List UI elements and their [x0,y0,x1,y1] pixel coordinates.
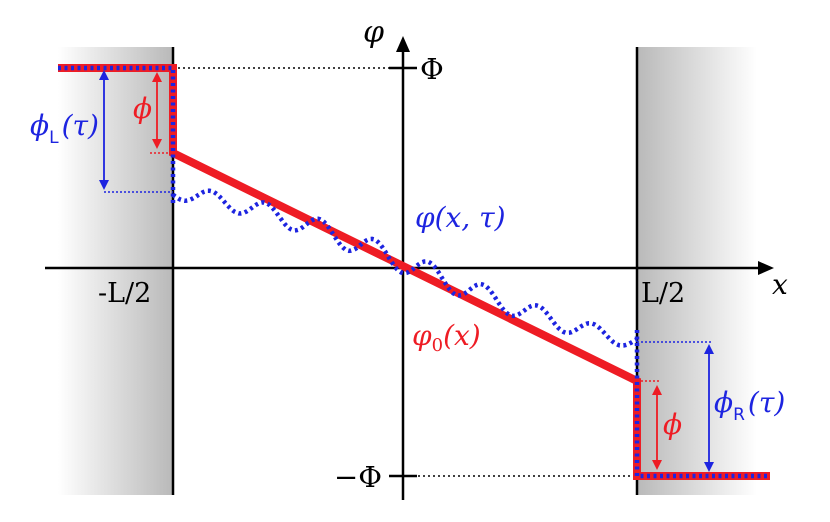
phiL-label: ϕL (τ) [30,109,99,148]
phiR-symbol: ϕ [714,386,733,419]
phiR-argument: (τ) [748,386,785,419]
phiR-label: ϕR (τ) [714,386,785,425]
phi-fluct-label: φ(x, τ) [415,201,506,234]
phi-right-plateau [634,330,770,479]
phi-right-double-arrow [652,385,662,470]
phiL-subscript: L [49,128,59,148]
phi-zero-argument: (x) [443,319,481,352]
phi0-profile [58,64,770,480]
phiR-subscript: R [733,405,745,425]
phiL-symbol: ϕ [30,109,49,142]
bottom-level-label: −Φ [334,460,382,494]
phiR-double-arrow [704,344,714,472]
top-level-label: Φ [420,52,444,86]
left-wall-label: -L/2 [98,278,151,309]
right-wall-label: L/2 [641,278,685,309]
phi-small-left-label: ϕ [133,92,152,125]
y-axis-arrowhead [396,36,410,52]
left-lead-region [58,47,173,495]
phi-zero-subscript: 0 [432,335,443,356]
right-lead-region [637,47,757,495]
phi-fluctuating-profile [171,188,639,348]
phi-small-right-label: ϕ [663,408,682,441]
phiL-argument: (τ) [62,109,99,142]
phi-left-double-arrow [152,72,162,149]
phiL-double-arrow [99,70,109,190]
phi-zero-label: φ0(x) [412,319,481,356]
phi-zero-symbol: φ [412,319,432,352]
y-axis-label: φ [363,15,384,50]
x-axis-arrowhead [758,261,774,275]
x-axis-label: x [772,268,788,301]
